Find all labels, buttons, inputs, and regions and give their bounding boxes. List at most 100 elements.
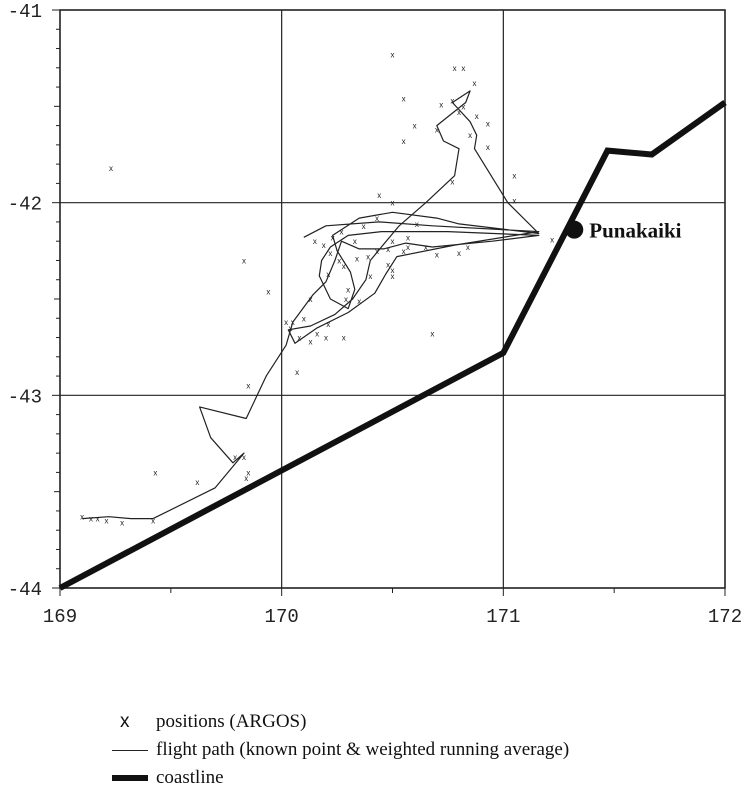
annotations: Punakaiki [565,219,682,243]
position-point: x [105,517,109,526]
x-tick-label: 172 [708,606,742,628]
position-point: x [340,228,344,237]
position-point: x [326,320,330,329]
x-tick-label: 171 [486,606,520,628]
position-point: x [461,102,465,111]
legend-label-positions: positions (ARGOS) [156,711,307,732]
position-point: x [344,295,348,304]
position-point: x [468,131,472,140]
position-point: x [457,249,461,258]
position-point: x [386,260,390,269]
legend: x positions (ARGOS) flight path (known p… [112,708,732,792]
position-point: x [435,125,439,134]
flight-path-line [82,90,540,520]
position-point: x [375,247,379,256]
position-point: x [402,95,406,104]
position-point: x [153,468,157,477]
legend-item-positions: x positions (ARGOS) [112,708,732,736]
position-point: x [331,233,335,242]
x-marker-icon: x [112,711,156,733]
position-point: x [413,122,417,131]
plot-frame [59,9,726,589]
position-point: x [357,297,361,306]
position-point: x [362,222,366,231]
coastline-series [58,100,727,591]
position-point: x [439,100,443,109]
axis-ticks [52,9,726,596]
legend-item-coastline: coastline [112,764,732,792]
position-point: x [120,518,124,527]
position-point: x [326,270,330,279]
position-point: x [391,266,395,275]
position-point: x [324,334,328,343]
position-point: x [328,249,332,258]
position-point: x [473,79,477,88]
position-point: x [461,64,465,73]
coastline-line [58,100,727,591]
position-point: x [315,330,319,339]
position-point: x [486,120,490,129]
position-point: x [355,255,359,264]
x-tick-label: 169 [43,606,77,628]
position-point: x [346,285,350,294]
position-point: x [195,478,199,487]
flight-path-series [82,90,540,520]
position-point: x [406,243,410,252]
position-point: x [151,517,155,526]
position-point: x [475,112,479,121]
position-point: x [415,220,419,229]
position-point: x [450,177,454,186]
position-point: x [375,214,379,223]
position-point: x [391,50,395,59]
punakaiki-marker [565,220,584,239]
position-point: x [289,324,293,333]
legend-item-flight-path: flight path (known point & weighted runn… [112,736,732,764]
position-point: x [322,241,326,250]
position-point: x [291,318,295,327]
position-point: x [435,251,439,260]
position-point: x [342,262,346,271]
position-point: x [89,515,93,524]
position-point: x [512,172,516,181]
position-point: x [244,474,248,483]
position-point: x [266,287,270,296]
y-tick-label: -41 [8,1,42,23]
position-point: x [308,295,312,304]
position-point: x [402,137,406,146]
position-point: x [337,256,341,265]
position-point: x [80,513,84,522]
position-point: x [391,272,395,281]
position-point: x [242,256,246,265]
legend-label-flight-path: flight path (known point & weighted runn… [156,739,570,760]
position-point: x [246,382,250,391]
position-point: x [550,235,554,244]
y-tick-label: -43 [8,386,42,408]
position-point: x [486,143,490,152]
position-point: x [342,334,346,343]
position-point: x [466,243,470,252]
position-point: x [402,247,406,256]
legend-x-symbol: x [120,711,130,732]
position-point: x [366,253,370,262]
position-point: x [453,64,457,73]
position-point: x [297,334,301,343]
position-point: x [406,233,410,242]
position-point: x [391,199,395,208]
position-point: x [512,197,516,206]
position-point: x [308,337,312,346]
position-point: x [302,314,306,323]
position-point: x [457,108,461,117]
y-tick-label: -42 [8,194,42,216]
thin-line-icon [112,749,156,751]
x-tick-label: 170 [265,606,299,628]
tick-labels: 169 170 171 172 -41 -42 -43 -44 [8,1,742,628]
punakaiki-label: Punakaiki [589,219,681,243]
position-point: x [284,318,288,327]
position-point: x [246,468,250,477]
position-point: x [313,237,317,246]
thick-line-icon [112,775,156,781]
position-point: x [450,97,454,106]
position-point: x [295,368,299,377]
